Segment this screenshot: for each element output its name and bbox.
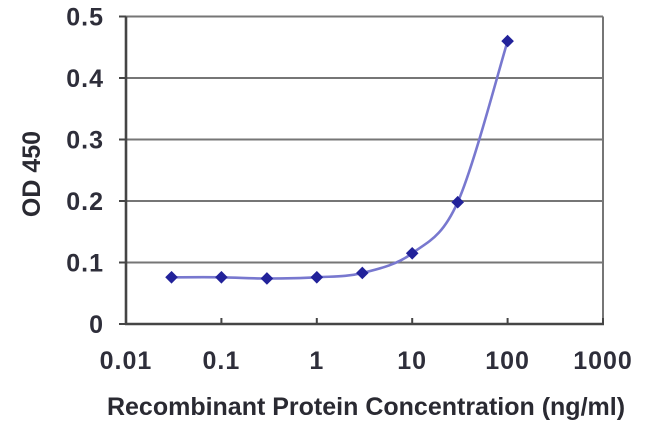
y-tick-label: 0.5: [66, 4, 104, 32]
x-tick-label: 1000: [573, 347, 633, 375]
y-tick-label: 0.3: [66, 127, 104, 155]
data-point-marker: [310, 270, 324, 284]
data-point-marker: [356, 266, 369, 280]
series-layer: [165, 34, 514, 285]
data-point-marker: [260, 272, 274, 285]
x-tick-label: 0.01: [100, 347, 153, 375]
y-tick-label: 0: [89, 311, 104, 339]
data-point-marker: [165, 270, 178, 284]
series-line: [170, 39, 509, 280]
data-point-marker: [405, 246, 419, 260]
y-tick-label: 0.2: [66, 188, 104, 216]
grid-layer: [126, 15, 604, 324]
x-tick-label: 100: [485, 347, 530, 375]
x-tick-label: 1: [309, 347, 324, 375]
x-tick-label: 0.1: [203, 347, 241, 375]
x-tick-label: 10: [397, 347, 427, 375]
y-axis-title: OD 450: [18, 131, 46, 217]
axis-layer: [119, 15, 604, 326]
y-tick-label: 0.1: [66, 250, 104, 278]
data-point-marker: [215, 270, 228, 284]
data-point-marker: [451, 195, 465, 209]
tick-label-layer: 0 0.1 0.2 0.3 0.4 0.5 0.01 0.1 1 10 100 1000: [66, 4, 633, 376]
y-tick-label: 0.4: [66, 65, 104, 93]
x-axis-title: Recombinant Protein Concentration (ng/ml…: [107, 393, 625, 421]
data-point-marker: [501, 34, 514, 48]
